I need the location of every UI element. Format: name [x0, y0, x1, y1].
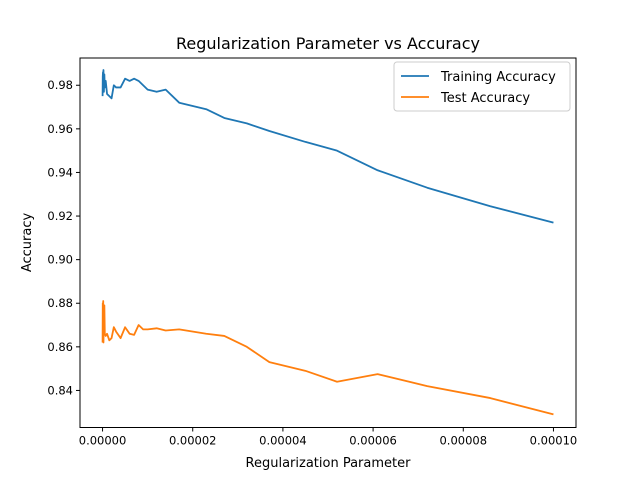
x-tick-label: 0.00002 [169, 434, 217, 448]
legend: Training Accuracy Test Accuracy [393, 61, 571, 112]
x-tick-label: 0.00004 [259, 434, 307, 448]
y-tick-label: 0.86 [47, 340, 73, 354]
y-tick-label: 0.90 [47, 253, 73, 267]
x-tick-label: 0.00010 [530, 434, 578, 448]
y-axis-label: Accuracy [20, 213, 35, 273]
x-tick-label: 0.00006 [349, 434, 397, 448]
x-tick-label: 0.00000 [79, 434, 127, 448]
legend-frame [393, 61, 571, 112]
y-axis-ticks: 0.84 0.86 0.88 0.90 0.92 0.94 0.96 0.98 [47, 78, 80, 397]
x-axis-ticks: 0.00000 0.00002 0.00004 0.00006 0.00008 0.000… [79, 427, 578, 448]
y-tick-label: 0.88 [47, 296, 73, 310]
plot-area-frame [79, 57, 577, 428]
series-lines [101, 69, 554, 416]
x-axis-label: Regularization Parameter [246, 456, 412, 471]
y-tick-label: 0.92 [47, 209, 73, 223]
x-tick-label: 0.00008 [439, 434, 487, 448]
legend-label-training: Training Accuracy [440, 70, 556, 85]
legend-label-test: Test Accuracy [440, 91, 530, 106]
y-tick-label: 0.96 [47, 122, 73, 136]
series-line-training [101, 69, 554, 224]
y-tick-label: 0.94 [47, 165, 73, 179]
chart-title: Regularization Parameter vs Accuracy [176, 34, 480, 53]
y-tick-label: 0.98 [47, 78, 73, 92]
y-tick-label: 0.84 [47, 383, 73, 397]
series-line-test [101, 300, 554, 416]
